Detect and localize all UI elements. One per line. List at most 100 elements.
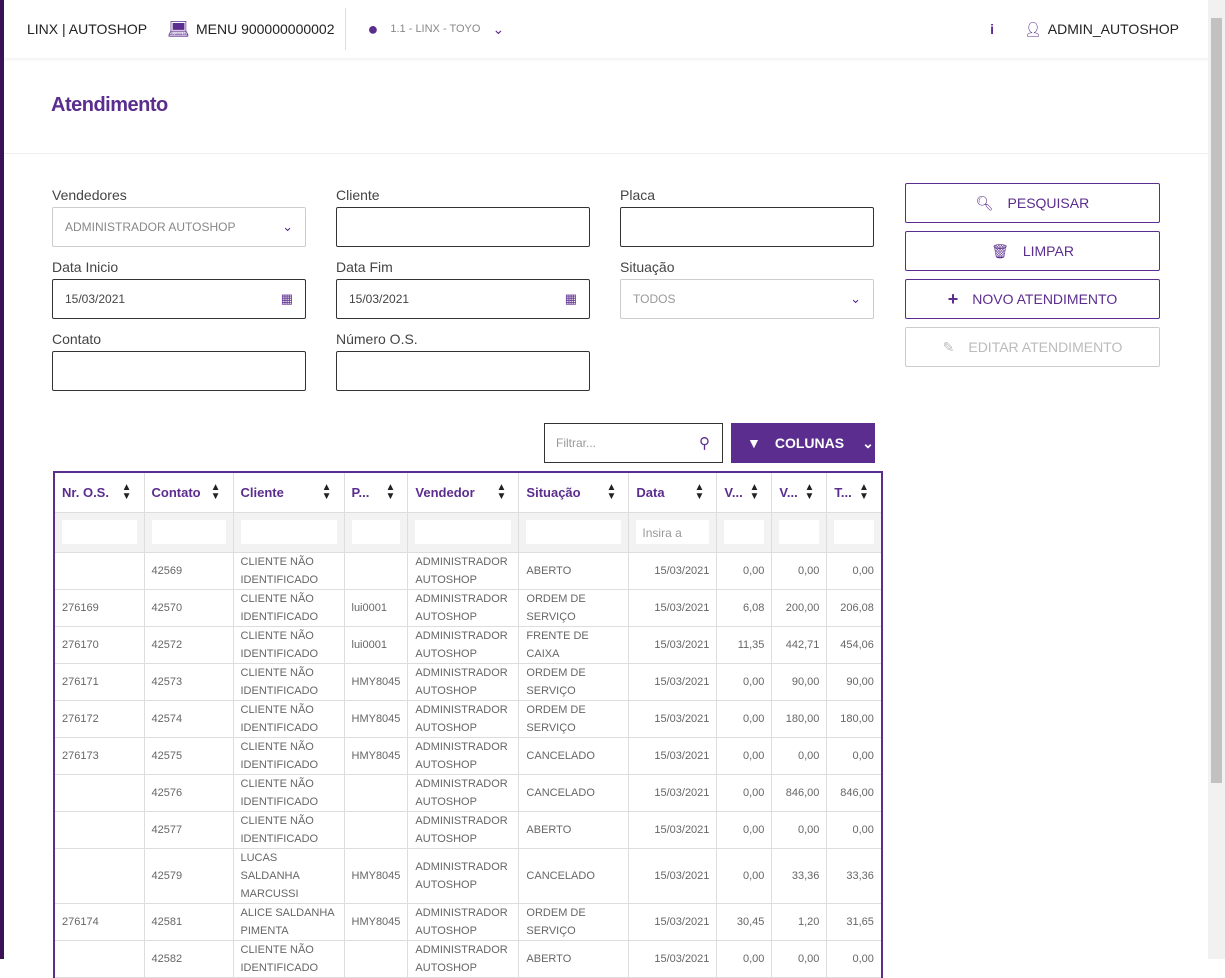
table-cell: 15/03/2021 — [628, 847, 718, 904]
scrollbar[interactable] — [1208, 0, 1225, 959]
column-header[interactable]: Nr. O.S. ▲ ▼ — [54, 472, 145, 512]
table-cell: 0,00 — [826, 810, 883, 849]
table-row[interactable]: 276169 42570 CLIENTE NÃO IDENTIFICADO lui00… — [53, 588, 883, 627]
table-cell: CLIENTE NÃO IDENTIFICADO — [232, 551, 345, 590]
column-header[interactable]: Cliente ▲ ▼ — [233, 472, 345, 512]
column-header[interactable]: P... ▲ ▼ — [344, 472, 409, 512]
column-label: Nr. O.S. — [62, 484, 109, 500]
limpar-button[interactable]: 🗑︎ LIMPAR — [905, 231, 1160, 271]
table-cell: 30,45 — [716, 902, 773, 941]
chevron-down-icon: ⌄ — [862, 434, 874, 451]
atendimento-table: Nr. O.S. ▲ ▼ Contato ▲ ▼ Cliente ▲ ▼ P... ▲ ▼ Vended… — [53, 471, 883, 978]
calendar-icon[interactable]: ▦ — [280, 291, 293, 306]
table-cell: 42572 — [143, 625, 234, 664]
column-filter-input[interactable] — [834, 520, 874, 544]
search-icon[interactable]: ⚲ — [699, 435, 710, 452]
table-row[interactable]: 42569 CLIENTE NÃO IDENTIFICADO ADMINISTRAD… — [53, 551, 883, 590]
table-cell: ADMINISTRADOR AUTOSHOP — [407, 551, 520, 590]
grid-filter-input[interactable]: Filtrar... ⚲ — [544, 423, 723, 463]
colunas-button[interactable]: ▼ COLUNAS ⌄ — [731, 423, 875, 463]
column-filter-input[interactable] — [240, 520, 337, 544]
column-filter-input[interactable] — [151, 520, 226, 544]
divider — [344, 8, 346, 50]
info-icon[interactable]: i — [990, 21, 994, 37]
column-header[interactable]: Vendedor ▲ ▼ — [407, 472, 520, 512]
column-label: T... — [834, 484, 852, 500]
data-fim-value: 15/03/2021 — [349, 292, 410, 306]
sort-icon[interactable]: ▲ ▼ — [210, 482, 221, 502]
table-cell: 180,00 — [826, 699, 883, 738]
table-cell: ADMINISTRADOR AUTOSHOP — [407, 625, 520, 664]
column-label: V... — [724, 484, 743, 500]
table-cell — [343, 773, 409, 812]
menu-button[interactable]: 💻︎ MENU 900000000002 — [167, 19, 334, 40]
placa-input[interactable] — [620, 207, 874, 247]
column-header[interactable]: V... ▲ ▼ — [716, 472, 773, 512]
contato-input[interactable] — [52, 351, 306, 391]
numero-os-label: Número O.S. — [336, 331, 418, 347]
sort-icon[interactable]: ▲ ▼ — [121, 482, 132, 502]
vendedores-select[interactable]: ADMINISTRADOR AUTOSHOP ⌄ — [52, 207, 306, 247]
user-menu[interactable]: 👤︎ ADMIN_AUTOSHOP — [1024, 21, 1179, 38]
column-filter-cell — [826, 511, 883, 553]
column-label: Cliente — [240, 484, 284, 500]
editar-label: EDITAR ATENDIMENTO — [968, 339, 1123, 355]
situacao-select[interactable]: TODOS ⌄ — [620, 279, 874, 319]
sort-icon[interactable]: ▲ ▼ — [321, 482, 332, 502]
table-cell: ORDEM DE SERVIÇO — [518, 588, 630, 627]
cliente-input[interactable] — [336, 207, 590, 247]
column-filter-input[interactable] — [724, 520, 765, 544]
sort-icon[interactable]: ▲ ▼ — [694, 482, 705, 502]
column-filter-input[interactable] — [526, 520, 622, 544]
table-cell: CLIENTE NÃO IDENTIFICADO — [232, 662, 345, 701]
table-cell: HMY8045 — [343, 847, 409, 904]
table-row[interactable]: 276170 42572 CLIENTE NÃO IDENTIFICADO lui00… — [53, 625, 883, 664]
column-header[interactable]: V... ▲ ▼ — [771, 472, 828, 512]
table-row[interactable]: 42577 CLIENTE NÃO IDENTIFICADO ADMINISTRAD… — [53, 810, 883, 849]
table-row[interactable]: 276174 42581 ALICE SALDANHA PIMENTA HMY8045… — [53, 902, 883, 941]
column-filter-input[interactable]: Insira a — [636, 520, 710, 544]
table-cell: ALICE SALDANHA PIMENTA — [232, 902, 345, 941]
column-header[interactable]: Contato ▲ ▼ — [144, 472, 234, 512]
table-row[interactable]: 276173 42575 CLIENTE NÃO IDENTIFICADO HMY80… — [53, 736, 883, 775]
data-inicio-input[interactable]: 15/03/2021 ▦ — [52, 279, 306, 319]
data-fim-input[interactable]: 15/03/2021 ▦ — [336, 279, 590, 319]
sort-icon[interactable]: ▲ ▼ — [606, 482, 617, 502]
column-filter-input[interactable] — [779, 520, 820, 544]
table-cell: 33,36 — [771, 847, 828, 904]
column-filter-input[interactable] — [351, 520, 401, 544]
numero-os-input[interactable] — [336, 351, 590, 391]
column-filter-input[interactable] — [415, 520, 512, 544]
column-header[interactable]: Situação ▲ ▼ — [518, 472, 630, 512]
table-row[interactable]: 276172 42574 CLIENTE NÃO IDENTIFICADO HMY80… — [53, 699, 883, 738]
table-cell: HMY8045 — [343, 736, 409, 775]
column-label: Data — [636, 484, 665, 500]
table-cell: HMY8045 — [343, 699, 409, 738]
table-row[interactable]: 42579 LUCAS SALDANHA MARCUSSI HMY8045 ADMIN… — [53, 847, 883, 904]
sort-icon[interactable]: ▲ ▼ — [385, 482, 396, 502]
sort-icon[interactable]: ▲ ▼ — [859, 482, 869, 502]
sort-icon[interactable]: ▲ ▼ — [804, 482, 815, 502]
pesquisar-button[interactable]: 🔍︎ PESQUISAR — [905, 183, 1160, 223]
novo-atendimento-button[interactable]: + NOVO ATENDIMENTO — [905, 279, 1160, 319]
column-header[interactable]: Data ▲ ▼ — [628, 472, 718, 512]
sort-icon[interactable]: ▲ ▼ — [749, 482, 760, 502]
table-cell: ABERTO — [518, 551, 630, 590]
table-cell: 206,08 — [826, 588, 883, 627]
location-selector[interactable]: ● 1.1 - LINX - TOYO ⌄ — [368, 19, 505, 40]
table-row[interactable]: 276171 42573 CLIENTE NÃO IDENTIFICADO HMY80… — [53, 662, 883, 701]
sort-icon[interactable]: ▲ ▼ — [496, 482, 507, 502]
table-cell: 90,00 — [826, 662, 883, 701]
scrollbar-thumb[interactable] — [1211, 18, 1222, 783]
table-cell: ADMINISTRADOR AUTOSHOP — [407, 773, 520, 812]
table-cell: 42574 — [143, 699, 234, 738]
table-cell: CLIENTE NÃO IDENTIFICADO — [232, 810, 345, 849]
table-cell: CLIENTE NÃO IDENTIFICADO — [232, 588, 345, 627]
editar-atendimento-button[interactable]: ✎ EDITAR ATENDIMENTO — [905, 327, 1160, 367]
table-row[interactable]: 42576 CLIENTE NÃO IDENTIFICADO ADMINISTRAD… — [53, 773, 883, 812]
table-cell: 15/03/2021 — [628, 551, 718, 590]
calendar-icon[interactable]: ▦ — [564, 291, 577, 306]
column-filter-input[interactable] — [62, 520, 137, 544]
data-inicio-label: Data Inicio — [52, 259, 119, 275]
column-header[interactable]: T... ▲ ▼ — [826, 472, 883, 512]
